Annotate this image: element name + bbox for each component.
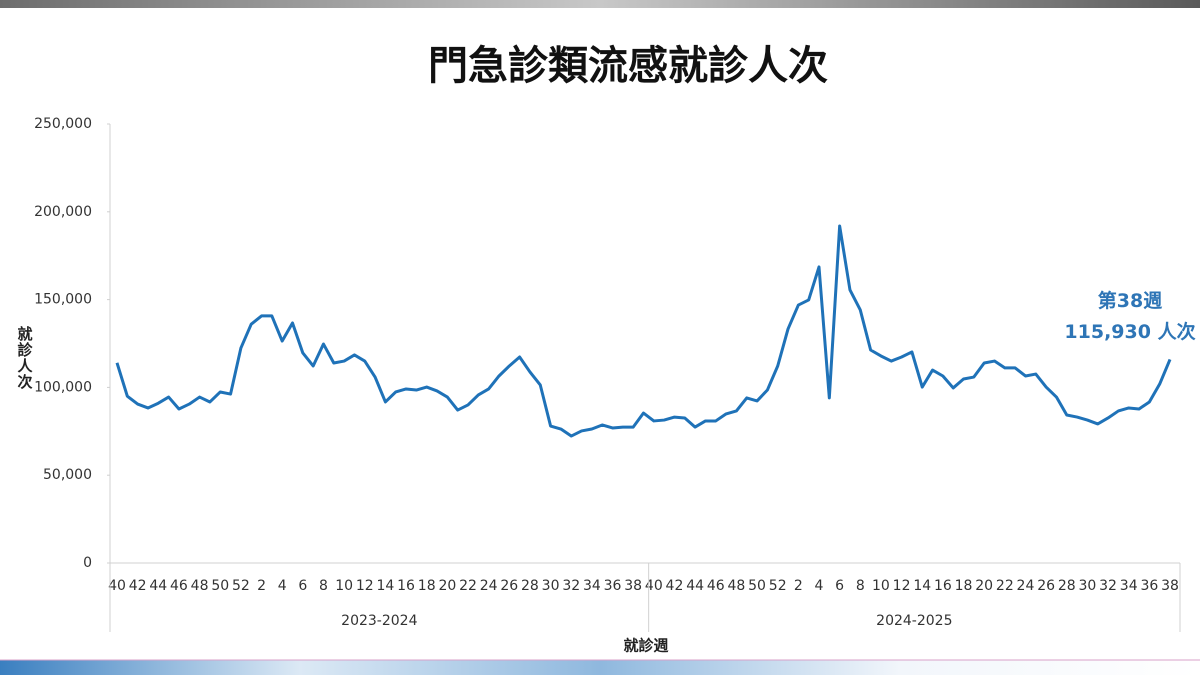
y-tick-label: 150,000 xyxy=(34,292,92,308)
x-tick-label: 2 xyxy=(257,578,266,594)
x-tick-label: 50 xyxy=(211,578,229,594)
x-tick-label: 16 xyxy=(934,578,952,594)
data-line xyxy=(115,224,1172,438)
x-tick-label: 42 xyxy=(666,578,684,594)
x-tick-label: 38 xyxy=(1161,578,1179,594)
annotation: 115,930 人次 xyxy=(1064,320,1195,343)
x-tick-label: 22 xyxy=(459,578,477,594)
x-tick-label: 38 xyxy=(624,578,642,594)
x-tick-label: 44 xyxy=(149,578,167,594)
y-tick-label: 100,000 xyxy=(34,379,92,395)
x-tick-label: 42 xyxy=(129,578,147,594)
annotation: 第38週 xyxy=(1098,289,1162,312)
x-tick-label: 32 xyxy=(562,578,580,594)
x-tick-label: 34 xyxy=(583,578,601,594)
x-tick-label: 24 xyxy=(1017,578,1035,594)
x-axis-title: 就診週 xyxy=(623,637,668,655)
x-tick-label: 12 xyxy=(893,578,911,594)
x-tick-label: 4 xyxy=(815,578,824,594)
x-tick-label: 14 xyxy=(913,578,931,594)
top-band xyxy=(0,0,1200,8)
x-tick-label: 34 xyxy=(1120,578,1138,594)
x-tick-label: 10 xyxy=(335,578,353,594)
y-tick-label: 250,000 xyxy=(34,116,92,132)
x-tick-label: 6 xyxy=(835,578,844,594)
x-tick-label: 4 xyxy=(278,578,287,594)
x-tick-label: 20 xyxy=(975,578,993,594)
x-tick-label: 26 xyxy=(500,578,518,594)
x-tick-label: 26 xyxy=(1037,578,1055,594)
y-tick-label: 0 xyxy=(83,555,92,571)
x-tick-label: 8 xyxy=(319,578,328,594)
y-tick-label: 200,000 xyxy=(34,204,92,220)
bottom-band xyxy=(0,660,1200,675)
x-tick-label: 20 xyxy=(438,578,456,594)
x-tick-label: 52 xyxy=(232,578,250,594)
x-tick-label: 40 xyxy=(108,578,126,594)
x-tick-label: 18 xyxy=(418,578,436,594)
x-tick-label: 12 xyxy=(356,578,374,594)
x-tick-label: 24 xyxy=(480,578,498,594)
x-tick-label: 36 xyxy=(1140,578,1158,594)
x-tick-label: 46 xyxy=(170,578,188,594)
x-tick-label: 28 xyxy=(1058,578,1076,594)
x-tick-label: 18 xyxy=(955,578,973,594)
x-tick-label: 16 xyxy=(397,578,415,594)
x-tick-label: 10 xyxy=(872,578,890,594)
x-tick-label: 36 xyxy=(604,578,622,594)
x-tick-label: 32 xyxy=(1099,578,1117,594)
group-label: 2023-2024 xyxy=(341,613,417,629)
x-tick-label: 48 xyxy=(191,578,209,594)
x-tick-label: 44 xyxy=(686,578,704,594)
x-tick-label: 8 xyxy=(856,578,865,594)
x-tick-label: 14 xyxy=(376,578,394,594)
x-tick-label: 50 xyxy=(748,578,766,594)
y-tick-label: 50,000 xyxy=(43,467,92,483)
x-tick-label: 6 xyxy=(298,578,307,594)
group-label: 2024-2025 xyxy=(876,613,952,629)
x-tick-label: 40 xyxy=(645,578,663,594)
x-tick-label: 28 xyxy=(521,578,539,594)
x-tick-label: 48 xyxy=(727,578,745,594)
chart-title: 門急診類流感就診人次 xyxy=(428,43,828,89)
x-tick-label: 46 xyxy=(707,578,725,594)
y-axis-title: 就診人次 xyxy=(16,325,34,390)
x-tick-label: 2 xyxy=(794,578,803,594)
x-tick-label: 22 xyxy=(996,578,1014,594)
x-tick-label: 52 xyxy=(769,578,787,594)
x-tick-label: 30 xyxy=(542,578,560,594)
x-tick-label: 30 xyxy=(1078,578,1096,594)
